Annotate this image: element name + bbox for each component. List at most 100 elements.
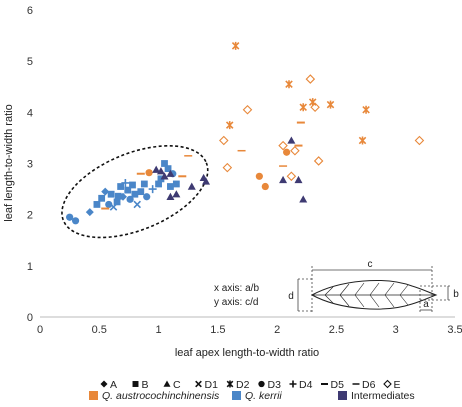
data-point <box>121 178 130 187</box>
data-point <box>166 192 175 200</box>
data-point <box>71 217 80 225</box>
legend-marker-c-icon <box>163 380 171 387</box>
data-point <box>222 162 233 173</box>
legend-swatch <box>338 391 347 400</box>
leaf-label-a: a <box>423 299 429 310</box>
legend-marker-e-icon <box>383 379 392 389</box>
legend-marker-label: D1 <box>205 379 219 391</box>
data-point <box>278 140 288 151</box>
x-tick-label: 3.5 <box>447 324 462 336</box>
data-point <box>156 167 165 175</box>
data-point <box>114 192 122 200</box>
data-point <box>187 182 196 190</box>
data-point <box>167 183 174 190</box>
leaf-label-b: b <box>453 289 459 300</box>
kerrii-cluster-ellipse <box>61 145 209 239</box>
data-point <box>242 104 253 115</box>
x-tick-label: 2 <box>274 324 280 336</box>
data-point <box>133 200 141 209</box>
y-tick-label: 4 <box>27 107 33 119</box>
legend-marker-label: D5 <box>331 379 345 391</box>
y-axis-title: leaf length-to-width ratio <box>3 104 15 221</box>
data-point <box>414 135 425 146</box>
data-point <box>313 156 324 166</box>
data-points <box>66 41 425 225</box>
data-point <box>172 180 180 188</box>
data-point <box>66 213 74 221</box>
data-point <box>219 135 229 146</box>
data-point <box>161 160 168 167</box>
legend-swatch <box>89 391 98 400</box>
y-tick-label: 1 <box>27 261 33 273</box>
data-point <box>140 180 148 188</box>
y-tick-label: 3 <box>27 159 33 171</box>
legend-marker-label: C <box>173 379 181 391</box>
data-point <box>105 200 113 209</box>
data-point <box>362 105 370 114</box>
plot-area: 0 0.5 1 1.5 2 2.5 3 3.5 0 1 2 3 4 5 6 leaf apex lengt… <box>3 5 462 359</box>
data-point <box>160 172 169 180</box>
x-tick-label: 2.5 <box>329 324 344 336</box>
x-tick-label: 1 <box>156 324 162 336</box>
data-point <box>98 194 106 202</box>
y-tick-label: 0 <box>27 312 33 324</box>
data-point <box>283 148 291 156</box>
y-tick-label: 5 <box>27 56 33 68</box>
data-point <box>308 98 317 107</box>
data-point <box>299 195 308 203</box>
y-tick-label: 2 <box>27 210 33 222</box>
data-point <box>255 172 263 180</box>
legend-marker-label: D4 <box>299 379 313 391</box>
legend-marker-row: A B C D1 D2 D3 D4 D5 D6 E <box>100 379 401 391</box>
data-point <box>93 201 101 208</box>
data-point <box>137 188 145 196</box>
data-point <box>129 181 136 189</box>
legend-swatch <box>232 391 241 400</box>
data-point <box>131 190 139 198</box>
legend-marker-label: D2 <box>236 379 250 391</box>
data-point <box>231 41 240 50</box>
legend-marker-d3-icon <box>258 380 265 388</box>
legend-marker-d1-icon <box>195 380 202 388</box>
data-point <box>164 165 172 173</box>
x-axis-title: leaf apex length-to-width ratio <box>175 347 319 359</box>
data-point <box>285 80 293 89</box>
inset-y-axis-note: y axis: c/d <box>214 297 258 308</box>
data-point <box>124 186 132 194</box>
y-tick-labels: 0 1 2 3 4 5 6 <box>27 5 33 324</box>
data-point <box>279 175 288 184</box>
data-point <box>85 208 94 217</box>
y-tick-label: 6 <box>27 5 33 17</box>
data-point <box>145 169 153 177</box>
data-point <box>148 185 157 194</box>
data-point <box>299 103 307 112</box>
data-point <box>310 102 320 112</box>
data-point <box>202 177 210 185</box>
x-tick-label: 3 <box>393 324 399 336</box>
data-point <box>326 100 335 109</box>
data-point <box>101 187 110 196</box>
data-point <box>166 169 175 177</box>
legend-marker-label: D6 <box>362 379 376 391</box>
leaf-label-c: c <box>368 259 373 270</box>
leaf-veins <box>324 282 409 308</box>
legend-marker-b-icon <box>132 381 139 387</box>
legend-group-row: Q. austrocochinchinensis Q. kerrii Interme… <box>89 390 415 402</box>
legend-marker-d2-icon <box>226 380 234 388</box>
data-point <box>155 180 162 188</box>
data-point <box>261 182 269 191</box>
data-point <box>113 198 121 206</box>
data-point <box>305 74 316 84</box>
legend-marker-label: B <box>142 379 149 391</box>
legend-marker-label: E <box>394 379 401 391</box>
data-point <box>143 193 151 201</box>
leaf-inset: x axis: a/b y axis: c/d c d b a <box>214 259 459 312</box>
data-point <box>152 165 161 173</box>
leaf-dimension-lines <box>297 266 450 312</box>
legend-marker-label: D3 <box>268 379 282 391</box>
leaf-label-d: d <box>288 291 294 302</box>
legend-group-label: Q. kerrii <box>245 390 282 402</box>
legend-marker-a-icon <box>100 380 108 388</box>
legend-marker-label: A <box>110 379 117 391</box>
